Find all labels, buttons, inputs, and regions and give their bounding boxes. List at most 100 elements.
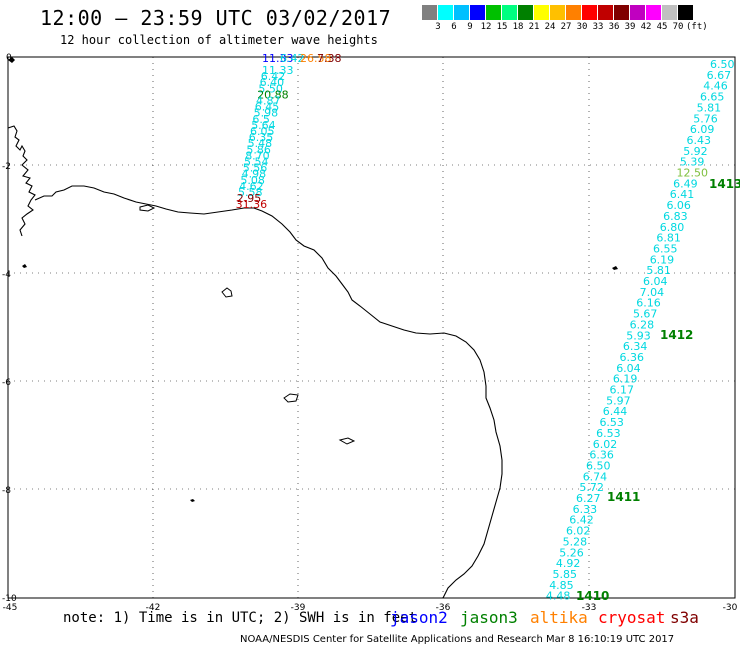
track-value: 6.17 — [610, 384, 635, 397]
track-value: 6.83 — [663, 210, 688, 223]
scale-swatch — [422, 5, 438, 20]
lat-lon-grid — [8, 57, 735, 598]
track-value: 6.53 — [599, 416, 624, 429]
scale-label: 30 — [576, 22, 588, 32]
lat-label: -2 — [2, 162, 11, 172]
scale-swatch — [470, 5, 486, 20]
track-value: 6.04 — [643, 275, 668, 288]
scale-label: 45 — [656, 22, 668, 32]
track-value: 6.02 — [593, 438, 618, 451]
island — [283, 393, 299, 403]
scale-label: 3 — [435, 22, 441, 32]
lat-label: -10 — [2, 594, 17, 604]
scale-swatch — [534, 5, 550, 20]
track-value: 6.43 — [687, 134, 712, 147]
track-value: 5.97 — [606, 394, 631, 407]
island — [338, 437, 356, 445]
track-value: 6.09 — [690, 123, 715, 136]
track-value: 6.80 — [660, 221, 685, 234]
track-value: 6.06 — [666, 199, 691, 212]
credit-line: NOAA/NESDIS Center for Satellite Applica… — [240, 634, 675, 645]
island — [139, 204, 156, 212]
track-value: 6.27 — [576, 492, 601, 505]
track-value: 4.85 — [549, 579, 574, 592]
scale-label: 21 — [528, 22, 540, 32]
track-value: 5.56 — [243, 162, 267, 175]
scale-swatch — [678, 5, 694, 20]
track-id: 1412 — [660, 328, 693, 342]
lat-label: -6 — [2, 378, 11, 388]
color-scale-labels: 3 6 9 12 15 18 21 24 27 30 33 36 39 42 45 70 (ft) — [422, 22, 740, 34]
track-value: 5.76 — [693, 112, 718, 125]
island — [612, 266, 618, 270]
scale-label: 39 — [624, 22, 636, 32]
track-value: 6.41 — [670, 188, 695, 201]
track-value: 6.44 — [603, 405, 628, 418]
scale-label: 36 — [608, 22, 620, 32]
track-value: 5.08 — [240, 174, 265, 187]
track-value: 5.81 — [697, 101, 722, 114]
lon-label: -45 — [3, 603, 18, 613]
track-value: 4.46 — [703, 80, 728, 93]
track-value: 5.54 — [244, 156, 269, 169]
track-value: 5.98 — [254, 107, 279, 120]
scale-swatch — [550, 5, 566, 20]
satellite-s3a: s3a — [670, 608, 699, 627]
footer-note: note: 1) Time is in UTC; 2) SWH is in fe… — [63, 610, 418, 626]
satellite-altika: altika — [530, 608, 588, 627]
track-value: 6.42 — [261, 70, 286, 83]
track-value: 5.39 — [680, 156, 705, 169]
track-value: 6.28 — [630, 318, 655, 331]
satellite-cryosat: cryosat — [598, 608, 666, 627]
track-value: 4.98 — [242, 168, 267, 181]
track-value: 20.88 — [257, 88, 289, 101]
track-value: 6.81 — [656, 232, 681, 245]
lon-label: -42 — [146, 603, 161, 613]
scale-label: 12 — [480, 22, 492, 32]
track-value: 6.35 — [249, 131, 273, 144]
track-value: 31.36 — [236, 198, 268, 211]
scale-swatch — [646, 5, 662, 20]
lon-label: -36 — [436, 603, 451, 613]
scale-label: 15 — [496, 22, 508, 32]
track-value: 4.62 — [239, 180, 264, 193]
scale-swatch — [566, 5, 582, 20]
track-value: 5.28 — [563, 535, 588, 548]
track-value: 6.50 — [710, 58, 735, 71]
scale-label: 42 — [640, 22, 652, 32]
scale-label: 9 — [467, 22, 473, 32]
map-frame — [7, 56, 736, 599]
track-value: 6.19 — [650, 253, 675, 266]
island — [221, 287, 233, 298]
lat-label: 0 — [6, 53, 12, 63]
track-value: 6.05 — [250, 125, 275, 138]
scale-swatch — [598, 5, 614, 20]
track-value: 5.50 — [258, 82, 283, 95]
scale-swatch — [518, 5, 534, 20]
track-value: 4.87 — [256, 95, 281, 108]
track-value: 6.53 — [596, 427, 621, 440]
track-value: 6.65 — [700, 91, 725, 104]
scale-label: (ft) — [686, 22, 708, 32]
color-scale — [422, 5, 694, 20]
track-value: 6.42 — [569, 514, 594, 527]
scale-label: 33 — [592, 22, 604, 32]
track-value: 5.26 — [559, 546, 584, 559]
scale-swatch — [582, 5, 598, 20]
header-value: 6.42 — [280, 52, 305, 65]
track-value: 6.49 — [673, 177, 698, 190]
track-value: 6.19 — [613, 373, 638, 386]
track-value: 6.36 — [589, 449, 614, 462]
lon-axis-labels: -45 -42 -39 -36 -33 -30 — [3, 603, 738, 613]
track-value: 5.81 — [646, 264, 671, 277]
track-value: 12.50 — [677, 167, 709, 180]
track-value: 6.55 — [653, 242, 678, 255]
header-value: 7.38 — [317, 52, 342, 65]
satellite-jason3: jason3 — [460, 608, 518, 627]
track-left-values: 11.336.426.405.5020.884.876.455.986.55.6… — [236, 64, 294, 211]
track-value: 6.02 — [566, 525, 591, 538]
map-subtitle: 12 hour collection of altimeter wave hei… — [60, 33, 378, 47]
track-right-values: 6.506.674.466.655.815.766.096.435.925.39… — [546, 58, 735, 603]
lon-label: -39 — [291, 603, 306, 613]
